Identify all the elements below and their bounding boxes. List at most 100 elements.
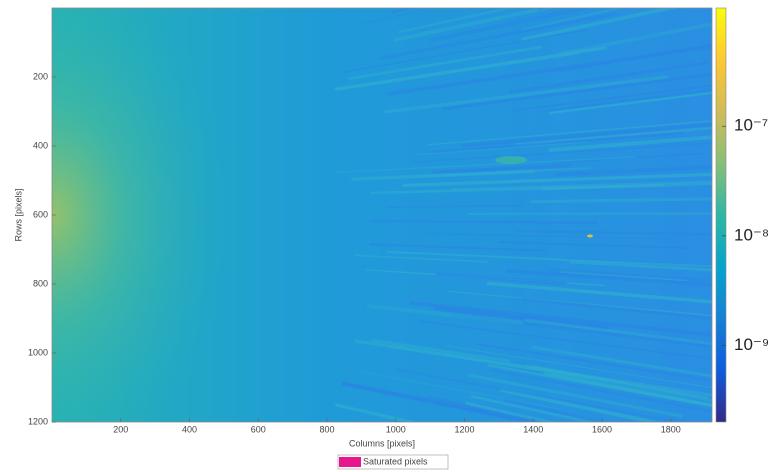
streak bbox=[370, 220, 598, 224]
x-tick-label: 1000 bbox=[386, 424, 406, 434]
streak bbox=[334, 156, 637, 174]
streak bbox=[386, 205, 522, 208]
streak bbox=[503, 398, 610, 422]
streak bbox=[369, 243, 546, 252]
streak bbox=[442, 72, 712, 111]
streak bbox=[532, 365, 709, 400]
x-tick-label: 600 bbox=[251, 424, 266, 434]
streak bbox=[432, 163, 572, 175]
streak bbox=[415, 141, 589, 156]
streak bbox=[558, 8, 567, 10]
streak bbox=[358, 370, 560, 410]
streak bbox=[386, 250, 712, 268]
legend-box bbox=[337, 454, 449, 470]
legend-label: Saturated pixels bbox=[363, 456, 428, 466]
streak bbox=[419, 320, 712, 360]
y-axis-label: Rows [pixels] bbox=[13, 188, 23, 241]
hotspot bbox=[495, 156, 527, 164]
streak bbox=[569, 260, 712, 272]
streak bbox=[543, 88, 712, 113]
streak bbox=[489, 368, 712, 413]
streak bbox=[511, 84, 712, 112]
streak bbox=[413, 142, 712, 163]
streak bbox=[363, 8, 433, 24]
streak bbox=[433, 306, 610, 330]
colorbar-tick-label: 10⁻⁸ bbox=[734, 225, 769, 244]
streak bbox=[543, 371, 712, 408]
legend-swatch bbox=[339, 457, 361, 467]
y-tick-label: 1200 bbox=[28, 416, 48, 426]
streak bbox=[341, 381, 545, 422]
y-tick-label: 400 bbox=[33, 140, 48, 150]
streak bbox=[521, 8, 625, 31]
streak bbox=[476, 343, 712, 382]
streak bbox=[546, 268, 712, 283]
streak bbox=[506, 269, 712, 287]
streak bbox=[396, 368, 684, 422]
streak bbox=[342, 29, 588, 73]
y-tick-label: 200 bbox=[33, 71, 48, 81]
streak bbox=[450, 313, 712, 348]
streak bbox=[446, 345, 712, 389]
streak bbox=[426, 232, 676, 240]
streak bbox=[500, 388, 662, 422]
streak bbox=[351, 169, 536, 181]
streak bbox=[486, 281, 712, 304]
streak bbox=[450, 180, 712, 191]
streak bbox=[521, 297, 712, 320]
streak bbox=[537, 8, 549, 11]
streak bbox=[516, 229, 712, 236]
streak bbox=[397, 8, 514, 34]
streak bbox=[334, 403, 418, 422]
streak bbox=[384, 75, 669, 114]
streak bbox=[409, 301, 712, 337]
streak bbox=[549, 91, 712, 115]
x-tick-label: 800 bbox=[319, 424, 334, 434]
streak bbox=[348, 45, 542, 80]
colorbar-tick-label: 10⁻⁹ bbox=[734, 335, 769, 354]
streak bbox=[402, 172, 712, 187]
x-tick-label: 1600 bbox=[592, 424, 612, 434]
streak bbox=[525, 364, 712, 403]
streak bbox=[388, 344, 610, 383]
streak bbox=[443, 167, 592, 177]
x-tick-label: 200 bbox=[113, 424, 128, 434]
streak bbox=[524, 318, 712, 346]
streak bbox=[435, 272, 568, 285]
streak bbox=[430, 131, 683, 154]
streak bbox=[487, 364, 712, 408]
streak bbox=[446, 290, 712, 317]
x-tick-label: 1400 bbox=[523, 424, 543, 434]
heatmap-image bbox=[52, 8, 712, 422]
y-tick-label: 800 bbox=[33, 278, 48, 288]
streak bbox=[387, 44, 712, 96]
y-tick-label: 1000 bbox=[28, 347, 48, 357]
streak bbox=[548, 135, 712, 152]
streak bbox=[470, 395, 596, 422]
streak bbox=[542, 182, 712, 191]
x-tick-label: 400 bbox=[182, 424, 197, 434]
streak bbox=[371, 338, 512, 363]
streak bbox=[379, 12, 616, 60]
streak bbox=[354, 339, 712, 398]
x-tick-label: 1800 bbox=[661, 424, 681, 434]
streak bbox=[461, 122, 712, 148]
streak bbox=[465, 401, 556, 422]
streak bbox=[468, 373, 683, 418]
streak bbox=[521, 8, 680, 42]
streak bbox=[509, 61, 708, 94]
streak bbox=[499, 241, 690, 250]
streak bbox=[516, 126, 712, 146]
streak bbox=[366, 304, 524, 325]
x-tick-label: 1200 bbox=[454, 424, 474, 434]
streak bbox=[559, 270, 687, 282]
streak bbox=[427, 120, 712, 146]
y-tick-label: 600 bbox=[33, 209, 48, 219]
colorbar-tick-label: 10⁻⁷ bbox=[734, 116, 768, 135]
streak bbox=[429, 8, 593, 43]
streak bbox=[531, 345, 712, 378]
streak bbox=[553, 152, 705, 164]
colorbar bbox=[715, 7, 727, 423]
hotspot bbox=[587, 234, 593, 238]
